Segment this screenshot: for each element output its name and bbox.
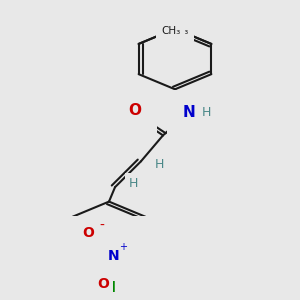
Text: N: N — [183, 105, 195, 120]
Text: H: H — [201, 106, 211, 119]
Text: Cl: Cl — [102, 281, 116, 295]
Text: O: O — [98, 278, 109, 291]
Text: O: O — [82, 226, 94, 240]
Text: H: H — [154, 158, 164, 171]
Text: +: + — [119, 242, 128, 252]
Text: -: - — [99, 218, 104, 233]
Text: H: H — [128, 177, 138, 190]
Text: CH₃: CH₃ — [170, 26, 189, 36]
Text: CH₃: CH₃ — [161, 26, 180, 36]
Text: N: N — [108, 249, 119, 262]
Text: O: O — [128, 103, 142, 118]
